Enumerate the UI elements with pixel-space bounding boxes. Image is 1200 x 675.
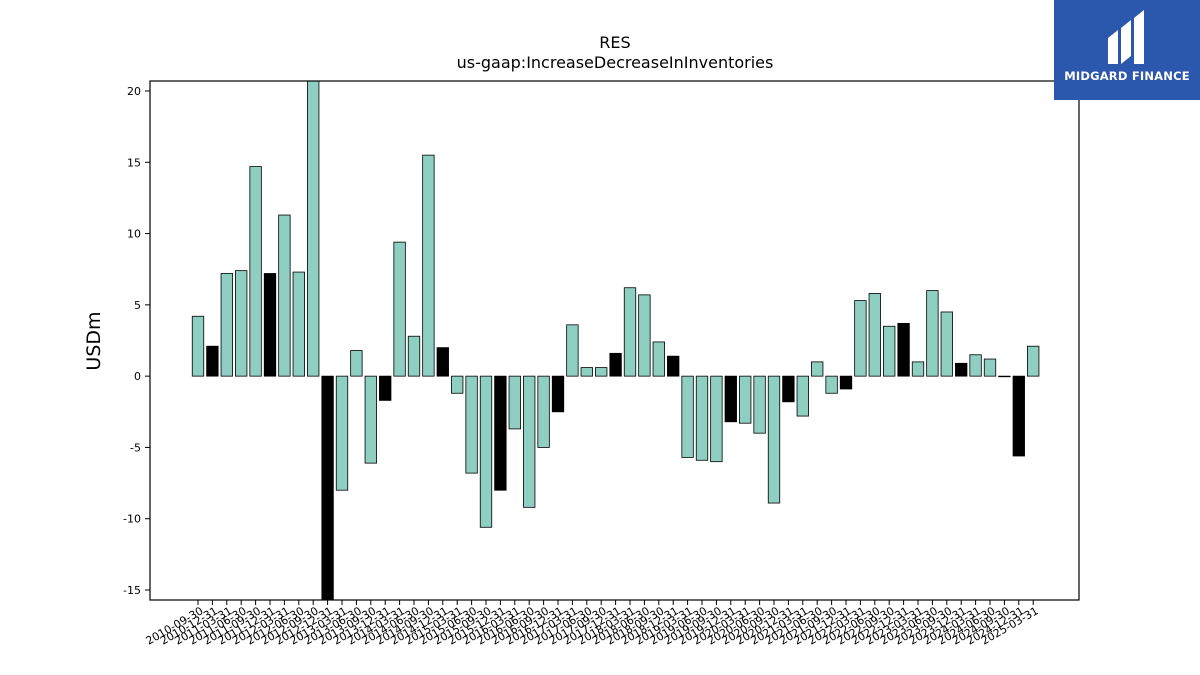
bar-2022-06-30	[868, 293, 881, 377]
bar-2023-12-31	[955, 362, 968, 377]
bar-2010-09-30	[191, 315, 205, 377]
bar-2017-06-30	[580, 367, 593, 377]
bar-2016-12-31	[551, 375, 565, 413]
bar-2021-12-31	[839, 375, 853, 390]
y-axis-label: USDm	[83, 311, 105, 370]
bar-2014-12-31	[436, 347, 449, 377]
bar-2024-06-30	[983, 358, 997, 377]
bar-2022-09-30	[883, 325, 896, 377]
bar-2022-03-31	[854, 300, 867, 377]
chart-title: RES	[599, 33, 630, 52]
bar-2020-03-31	[739, 375, 752, 424]
bar-2013-09-30	[364, 375, 377, 464]
bar-2012-09-30	[307, 80, 320, 377]
y-tick-label: 20	[127, 85, 141, 98]
bar-2018-03-31	[623, 287, 637, 377]
brand-logo-text: MIDGARD FINANCE	[1064, 69, 1190, 83]
y-tick-label: 15	[127, 156, 141, 169]
bar-2012-12-31	[321, 375, 334, 601]
bar-2017-03-31	[566, 324, 579, 377]
bar-2011-03-31	[220, 273, 233, 377]
bar-2013-06-30	[350, 350, 363, 377]
midgard-logo-icon	[1108, 10, 1144, 64]
bar-2015-06-30	[465, 375, 478, 474]
bar-2015-12-31	[494, 375, 507, 491]
bar-2024-12-31	[1012, 375, 1025, 457]
y-axis: -15 -10 -5 0 5 10 15 20	[123, 85, 150, 597]
bar-2010-12-31	[206, 345, 219, 377]
bar-2023-06-30	[926, 290, 939, 377]
bar-2016-03-31	[508, 375, 521, 430]
bar-2021-03-31	[796, 375, 809, 417]
bar-2018-12-31	[667, 355, 680, 377]
bar-2019-06-30	[695, 375, 709, 461]
bar-2018-06-30	[638, 294, 651, 377]
bar-2012-03-31	[278, 214, 291, 377]
bar-2013-12-31	[379, 375, 392, 401]
y-tick-label: -10	[123, 513, 141, 526]
bar-2014-09-30	[422, 154, 435, 377]
bar-2019-09-30	[710, 375, 723, 463]
bar-2025-03-31	[1027, 345, 1040, 377]
x-axis: 2010-09-302010-12-312011-03-312011-06-30…	[144, 600, 1041, 648]
bar-2017-09-30	[595, 367, 608, 377]
bar-2011-12-31	[263, 273, 277, 377]
y-tick-label: 10	[127, 228, 141, 241]
bar-2021-06-30	[811, 361, 824, 377]
bar-2012-06-30	[292, 271, 305, 377]
bar-2020-06-30	[753, 375, 766, 434]
bar-2018-09-30	[652, 341, 665, 377]
bar-2014-03-31	[393, 241, 406, 377]
chart-subtitle: us-gaap:IncreaseDecreaseInInventories	[457, 53, 774, 72]
bar-2021-09-30	[825, 375, 838, 394]
bar-2013-03-31	[335, 375, 349, 491]
y-tick-label: 0	[134, 370, 141, 383]
plot-frame	[149, 80, 1080, 601]
bar-2016-06-30	[523, 375, 536, 508]
bar-2015-03-31	[451, 375, 464, 394]
bar-2015-09-30	[479, 375, 493, 528]
brand-logo: MIDGARD FINANCE	[1054, 0, 1200, 100]
y-tick-label: -15	[123, 584, 141, 597]
bar-2011-09-30	[249, 166, 262, 377]
bar-2023-03-31	[911, 361, 925, 377]
y-tick-label: -5	[130, 441, 141, 454]
bar-2020-12-31	[782, 375, 795, 403]
bar-2014-06-30	[407, 335, 421, 377]
bar-2020-09-30	[767, 375, 781, 504]
bar-2019-03-31	[681, 375, 694, 458]
bar-2023-09-30	[940, 311, 953, 377]
bar-2019-12-31	[724, 375, 737, 423]
bars-group	[191, 80, 1040, 601]
bar-2011-06-30	[235, 270, 248, 377]
y-tick-label: 5	[134, 299, 141, 312]
bar-2024-09-30	[998, 375, 1011, 378]
bar-2017-12-31	[609, 352, 622, 377]
bar-2022-12-31	[897, 322, 910, 377]
bar-2024-03-31	[969, 354, 982, 377]
bar-2016-09-30	[537, 375, 550, 448]
